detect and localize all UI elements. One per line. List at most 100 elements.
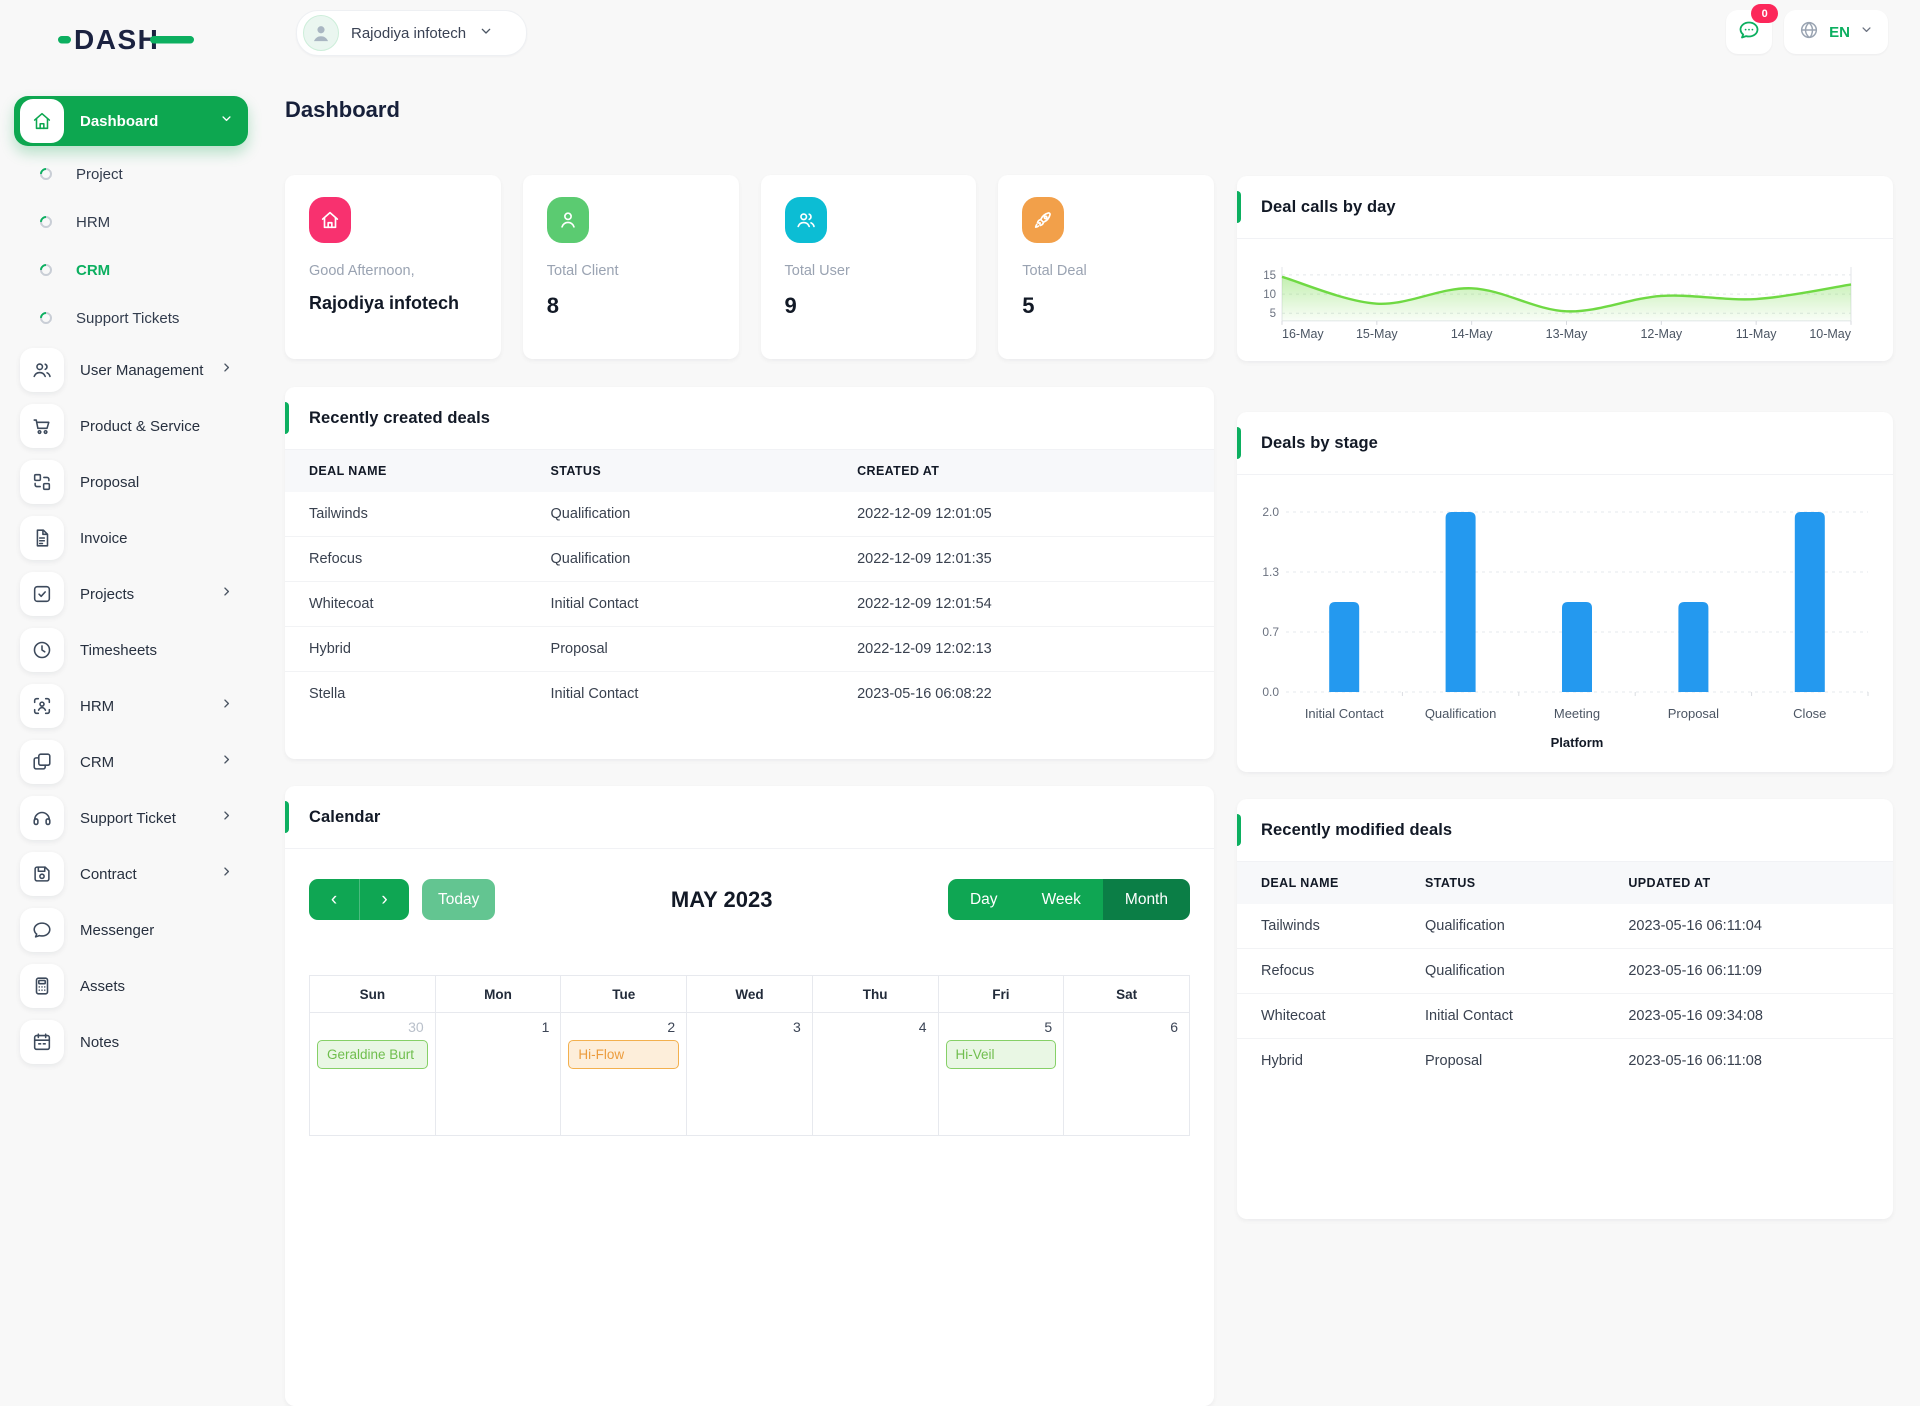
sidebar-item-hrm[interactable]: HRM: [14, 198, 248, 246]
home-iconbox: [20, 99, 64, 143]
rocket-icon: [1035, 212, 1052, 228]
users-icon: [33, 363, 51, 378]
sidebar-item-support-ticket[interactable]: Support Ticket: [14, 790, 248, 846]
sidebar-item-timesheets[interactable]: Timesheets: [14, 622, 248, 678]
table-cell: Tailwinds: [309, 506, 368, 522]
sidebar-item-notes[interactable]: Notes: [14, 1014, 248, 1070]
chevron-down-icon: [222, 116, 231, 122]
sidebar-item-user-management[interactable]: User Management: [14, 342, 248, 398]
svg-text:10-May: 10-May: [1809, 327, 1851, 341]
calendar-day-cell[interactable]: 30 Geraldine Burt: [309, 1012, 436, 1136]
sidebar-item-proposal[interactable]: Proposal: [14, 454, 248, 510]
home-icon: [321, 211, 339, 229]
table-cell: Qualification: [1425, 918, 1505, 934]
calendar-date-number: 6: [1170, 1019, 1178, 1035]
column-header: STATUS: [1401, 862, 1605, 904]
chevron-down-icon: [1862, 27, 1871, 32]
logo-text: DASH: [74, 24, 159, 55]
sidebar-item-product-service[interactable]: Product & Service: [14, 398, 248, 454]
table-cell: 2022-12-09 12:01:05: [857, 506, 992, 522]
table-cell: 2023-05-16 06:11:08: [1604, 1038, 1893, 1083]
calendar-day-cell[interactable]: 3: [686, 1012, 813, 1136]
chevron-right-icon: [224, 587, 230, 596]
stat-label: Total Deal: [1022, 263, 1087, 279]
calendar-day-cell[interactable]: 1: [434, 1012, 562, 1136]
calendar-day-cell[interactable]: 4: [811, 1012, 939, 1136]
calendar-day-cell[interactable]: 2 Hi-Flow: [560, 1012, 688, 1136]
recently-created-deals-card: Recently created deals DEAL NAME STATUS CR…: [285, 387, 1214, 759]
notes-icon: [33, 1033, 51, 1051]
table-cell: 2022-12-09 12:01:35: [833, 536, 1214, 582]
calendar-today-button[interactable]: Today: [422, 879, 496, 920]
calendar-view-day[interactable]: Day: [947, 879, 1020, 920]
home-icon: [33, 112, 51, 130]
calendar-event[interactable]: Geraldine Burt: [317, 1040, 428, 1069]
column-header: CREATED AT: [833, 450, 1214, 492]
svg-text:Close: Close: [1793, 706, 1826, 721]
svg-text:12-May: 12-May: [1640, 327, 1682, 341]
table-cell: 2023-05-16 06:11:04: [1628, 918, 1762, 934]
sidebar-item-label: Invoice: [80, 529, 128, 547]
table-cell: Qualification: [526, 536, 834, 582]
calendar-day-header: Thu: [811, 975, 939, 1013]
sidebar-item-crm[interactable]: CRM: [14, 246, 248, 294]
calendar-toolbar: ‹ › Today MAY 2023 Day Week Month: [309, 879, 1190, 920]
calendar-day-header: Sat: [1063, 975, 1190, 1013]
table-row: Refocus Qualification 2022-12-09 12:01:35: [285, 536, 1214, 582]
sidebar-item-support-tickets[interactable]: Support Tickets: [14, 294, 248, 342]
sidebar-item-crm[interactable]: CRM: [14, 734, 248, 790]
cart-icon: [33, 419, 50, 435]
deal-calls-chart: 5 10 15 16-May 15-May 14-May 13-May 12-May 11-Ma…: [1237, 239, 1893, 362]
recently-created-deals-table: DEAL NAME STATUS CREATED AT Tailwinds Qualif…: [285, 450, 1214, 716]
check-square-icon: [33, 585, 51, 603]
sidebar-item-label: CRM: [76, 261, 111, 279]
sidebar-item-projects[interactable]: Projects: [14, 566, 248, 622]
stat-value: 8: [546, 293, 559, 318]
calendar-event[interactable]: Hi-Veil: [945, 1040, 1057, 1069]
user-icon: [560, 212, 575, 228]
calendar-day-cell[interactable]: 5 Hi-Veil: [937, 1012, 1065, 1136]
notifications-button[interactable]: 0: [1726, 4, 1779, 54]
card-title: Recently modified deals: [1261, 820, 1453, 839]
calendar-view-month[interactable]: Month: [1102, 879, 1190, 920]
stat-value: Rajodiya infotech: [309, 293, 460, 313]
language-selector[interactable]: EN: [1784, 10, 1888, 54]
chevron-down-icon: [478, 23, 494, 44]
calendar-day-cell[interactable]: 6: [1063, 1012, 1190, 1136]
sidebar-item-contract[interactable]: Contract: [14, 846, 248, 902]
sidebar-item-project[interactable]: Project: [14, 150, 248, 198]
sidebar-item-label: Support Tickets: [76, 309, 180, 327]
svg-text:Initial Contact: Initial Contact: [1305, 706, 1384, 721]
sidebar-item-hrm[interactable]: HRM: [14, 678, 248, 734]
table-row: Tailwinds Qualification 2022-12-09 12:01:0…: [285, 492, 1214, 537]
sidebar-item-label: Projects: [80, 585, 135, 603]
table-cell: Hybrid: [285, 626, 527, 672]
table-row: Refocus Qualification 2023-05-16 06:11:09: [1237, 948, 1893, 994]
svg-text:15: 15: [1263, 270, 1276, 282]
sidebar-item-invoice[interactable]: Invoice: [14, 510, 248, 566]
app-logo[interactable]: DASH: [58, 20, 194, 63]
svg-text:11-May: 11-May: [1736, 327, 1778, 341]
svg-text:0.0: 0.0: [1262, 685, 1279, 699]
calendar-event[interactable]: Hi-Flow: [568, 1040, 680, 1069]
users-iconbox: [20, 348, 64, 392]
sidebar-item-messenger[interactable]: Messenger: [14, 902, 248, 958]
card-title: Calendar: [309, 807, 381, 826]
stat-value: 5: [1022, 293, 1035, 318]
users-iconbox: [784, 197, 827, 243]
sidebar-item-assets[interactable]: Assets: [14, 958, 248, 1014]
calendar-view-week[interactable]: Week: [1019, 879, 1103, 920]
chat-dots-icon: [1739, 21, 1759, 38]
proposal-iconbox: [20, 460, 64, 504]
copy-iconbox: [20, 740, 64, 784]
calendar-next-button[interactable]: ›: [359, 879, 409, 920]
calendar-date-number: 2: [667, 1019, 676, 1035]
company-dropdown[interactable]: Rajodiya infotech: [296, 10, 528, 56]
sidebar-item-label: Timesheets: [80, 641, 157, 659]
rocket-iconbox: [1022, 197, 1065, 243]
calendar-day-header: Fri: [937, 975, 1065, 1013]
person-fill-icon: [313, 26, 329, 42]
sidebar-item-dashboard[interactable]: Dashboard: [14, 96, 248, 146]
svg-text:13-May: 13-May: [1546, 327, 1588, 341]
calendar-prev-button[interactable]: ‹: [309, 879, 359, 920]
